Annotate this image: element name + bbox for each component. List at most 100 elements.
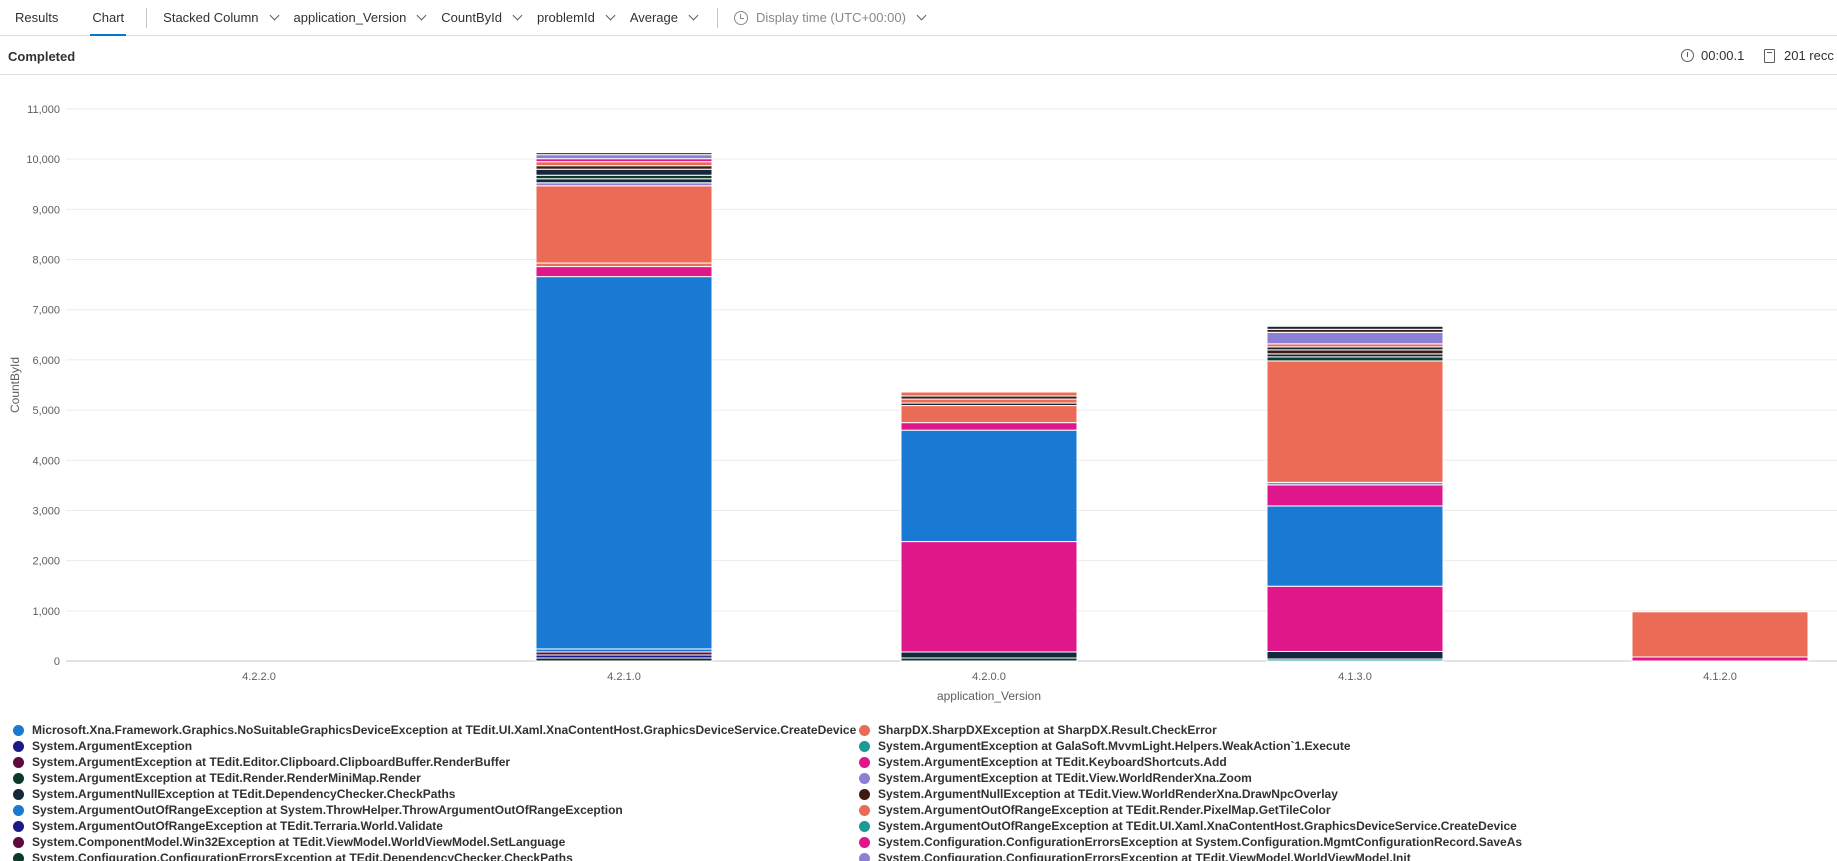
y-tick-label: 11,000 bbox=[27, 104, 60, 116]
legend-item[interactable]: System.ArgumentException at TEdit.Render… bbox=[13, 770, 859, 786]
bar-segment[interactable] bbox=[535, 161, 713, 167]
bar-segment[interactable] bbox=[1631, 611, 1809, 658]
legend-item[interactable]: System.ArgumentOutOfRangeException at Sy… bbox=[13, 802, 859, 818]
legend-label: Microsoft.Xna.Framework.Graphics.NoSuita… bbox=[32, 723, 857, 737]
y-tick-label: 7,000 bbox=[32, 305, 60, 317]
x-axis-dropdown[interactable]: application_Version bbox=[288, 0, 432, 36]
bar-segment[interactable] bbox=[1266, 331, 1444, 345]
x-axis-label: application_Version bbox=[293, 10, 407, 25]
bar-segment[interactable] bbox=[535, 266, 713, 278]
bar-segment[interactable] bbox=[900, 398, 1078, 404]
legend-item[interactable]: System.ArgumentException at TEdit.View.W… bbox=[859, 770, 1759, 786]
x-tick-label: 4.2.1.0 bbox=[607, 671, 641, 683]
y-axis-label: CountById bbox=[441, 10, 502, 25]
chevron-down-icon bbox=[605, 10, 616, 21]
legend-label: SharpDX.SharpDXException at SharpDX.Resu… bbox=[878, 723, 1217, 737]
bar-segment[interactable] bbox=[535, 276, 713, 650]
bar-segment[interactable] bbox=[900, 405, 1078, 424]
legend-swatch bbox=[859, 740, 870, 752]
bar-segment[interactable] bbox=[535, 185, 713, 264]
bar-segment[interactable] bbox=[1266, 360, 1444, 483]
bar-segment[interactable] bbox=[535, 154, 713, 160]
legend-swatch bbox=[13, 852, 24, 861]
toolbar-divider bbox=[146, 7, 148, 28]
record-count-value: 201 recc bbox=[1784, 48, 1834, 63]
tab-chart[interactable]: Chart bbox=[84, 0, 132, 36]
y-tick-label: 8,000 bbox=[32, 255, 60, 267]
aggregation-dropdown[interactable]: Average bbox=[624, 0, 703, 36]
bar-segment[interactable] bbox=[1266, 585, 1444, 652]
timer-icon bbox=[1681, 49, 1694, 62]
legend-swatch bbox=[13, 804, 24, 816]
legend-item[interactable]: System.ArgumentOutOfRangeException at TE… bbox=[13, 818, 859, 834]
legend-item[interactable]: System.Configuration.ConfigurationErrors… bbox=[859, 834, 1759, 850]
y-tick-label: 10,000 bbox=[26, 154, 60, 166]
legend-row: System.ArgumentException at TEdit.Render… bbox=[13, 770, 1837, 786]
bar-stack bbox=[900, 391, 1078, 662]
legend-row: System.ArgumentNullException at TEdit.De… bbox=[13, 786, 1837, 802]
bar-segment[interactable] bbox=[1266, 325, 1444, 330]
legend-label: System.Configuration.ConfigurationErrors… bbox=[878, 851, 1411, 861]
legend-swatch bbox=[859, 756, 870, 768]
legend-item[interactable]: System.ArgumentException at TEdit.Keyboa… bbox=[859, 754, 1759, 770]
bar-segment[interactable] bbox=[1266, 650, 1444, 660]
bar-segment[interactable] bbox=[1631, 656, 1809, 662]
legend-label: System.ArgumentOutOfRangeException at TE… bbox=[32, 819, 443, 833]
tab-results[interactable]: Results bbox=[7, 0, 66, 36]
bar-segment[interactable] bbox=[1266, 356, 1444, 362]
bar-segment[interactable] bbox=[535, 168, 713, 176]
legend-row: System.ComponentModel.Win32Exception at … bbox=[13, 834, 1837, 850]
stacked-column-chart: 0 1,000 2,000 3,000 4,000 5,000 6,000 7,000 8,00… bbox=[8, 104, 1837, 703]
bar-segment[interactable] bbox=[535, 165, 713, 170]
chart-type-dropdown[interactable]: Stacked Column bbox=[157, 0, 283, 36]
legend-swatch bbox=[13, 820, 24, 832]
bar-segment[interactable] bbox=[535, 262, 713, 268]
bar-segment[interactable] bbox=[900, 541, 1078, 653]
legend-item[interactable]: System.ArgumentOutOfRangeException at TE… bbox=[859, 818, 1759, 834]
legend-item[interactable]: System.ArgumentNullException at TEdit.Vi… bbox=[859, 786, 1759, 802]
bar-segment[interactable] bbox=[900, 651, 1078, 659]
bar-segment[interactable] bbox=[1266, 349, 1444, 355]
display-time-dropdown[interactable]: Display time (UTC+00:00) bbox=[728, 0, 931, 36]
legend-item[interactable]: System.Configuration.ConfigurationErrors… bbox=[859, 850, 1759, 861]
bar-segment[interactable] bbox=[900, 422, 1078, 431]
y-tick-label: 4,000 bbox=[32, 455, 60, 467]
y-axis-ticks: 0 1,000 2,000 3,000 4,000 5,000 6,000 7,000 8,00… bbox=[26, 104, 60, 668]
y-tick-label: 1,000 bbox=[32, 606, 60, 618]
split-by-label: problemId bbox=[537, 10, 595, 25]
bar-segment[interactable] bbox=[535, 152, 713, 156]
legend-item[interactable]: System.ArgumentException at TEdit.Editor… bbox=[13, 754, 859, 770]
legend-item[interactable]: System.ArgumentException bbox=[13, 738, 859, 754]
legend-item[interactable]: System.Configuration.ConfigurationErrors… bbox=[13, 850, 859, 861]
y-tick-label: 2,000 bbox=[32, 556, 60, 568]
split-by-dropdown[interactable]: problemId bbox=[531, 0, 620, 36]
legend-item[interactable]: Microsoft.Xna.Framework.Graphics.NoSuita… bbox=[13, 722, 859, 738]
legend-item[interactable]: System.ArgumentException at GalaSoft.Mvv… bbox=[859, 738, 1759, 754]
chevron-down-icon bbox=[269, 10, 279, 21]
y-axis-title: CountById bbox=[8, 357, 22, 413]
legend-item[interactable]: SharpDX.SharpDXException at SharpDX.Resu… bbox=[859, 722, 1759, 738]
legend-item[interactable]: System.ArgumentOutOfRangeException at TE… bbox=[859, 802, 1759, 818]
bar-segment[interactable] bbox=[535, 174, 713, 180]
elapsed-time-value: 00:00.1 bbox=[1701, 48, 1745, 63]
legend-item[interactable]: System.ComponentModel.Win32Exception at … bbox=[13, 834, 859, 850]
query-status: Completed bbox=[8, 49, 76, 64]
x-axis-ticks: 4.2.2.0 4.2.1.0 4.2.0.0 4.1.3.0 4.1.2.0 bbox=[242, 671, 1737, 683]
legend-swatch bbox=[859, 820, 870, 832]
legend-label: System.ArgumentException at GalaSoft.Mvv… bbox=[878, 739, 1351, 753]
legend-row: System.ArgumentException at TEdit.Editor… bbox=[13, 754, 1837, 770]
bar-segment[interactable] bbox=[1266, 484, 1444, 507]
legend-label: System.ArgumentOutOfRangeException at TE… bbox=[878, 803, 1331, 817]
bar-segment[interactable] bbox=[900, 429, 1078, 543]
bar-segment[interactable] bbox=[900, 391, 1078, 397]
legend-swatch bbox=[859, 836, 870, 848]
bar-segment[interactable] bbox=[535, 178, 713, 184]
legend-swatch bbox=[13, 756, 24, 768]
record-count: 201 recc bbox=[1764, 48, 1834, 63]
chevron-down-icon bbox=[512, 10, 523, 21]
tab-chart-label: Chart bbox=[92, 10, 125, 25]
legend-swatch bbox=[859, 852, 870, 861]
bar-segment[interactable] bbox=[1266, 505, 1444, 587]
legend-item[interactable]: System.ArgumentNullException at TEdit.De… bbox=[13, 786, 859, 802]
y-axis-dropdown[interactable]: CountById bbox=[435, 0, 527, 36]
